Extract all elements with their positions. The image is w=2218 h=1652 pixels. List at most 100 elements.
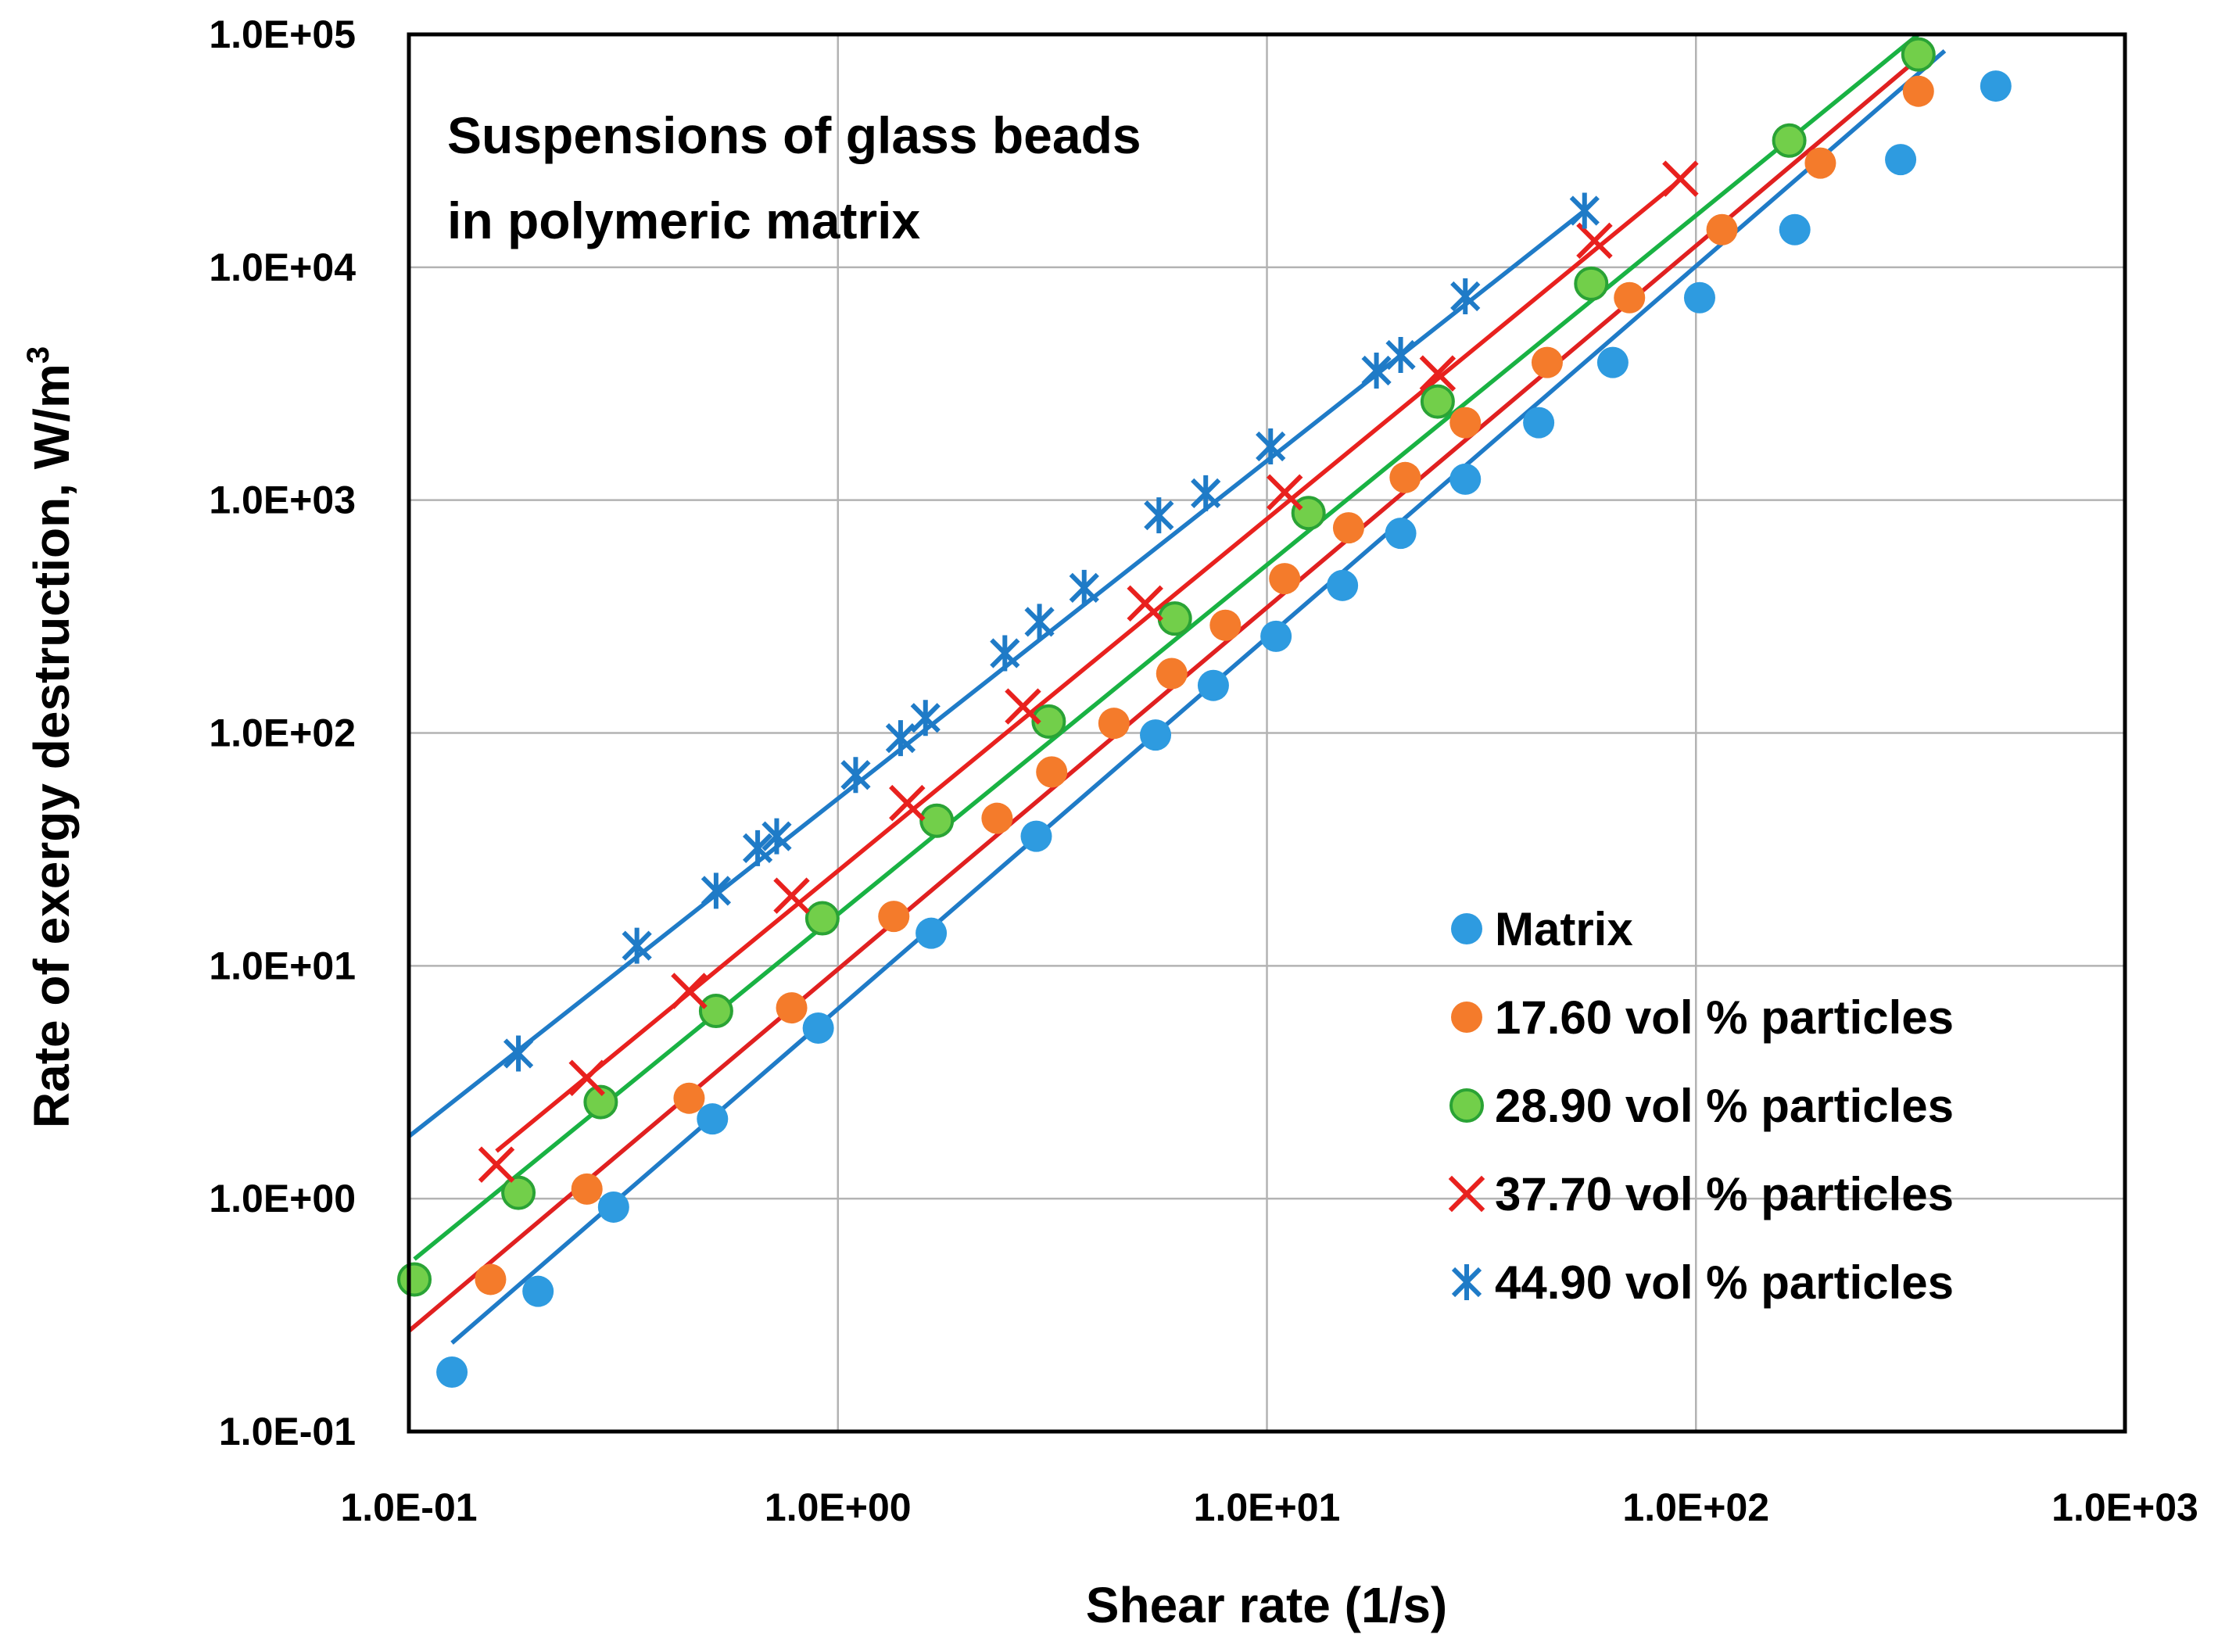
point-matrix xyxy=(916,917,948,949)
point-17-60-vol-particles xyxy=(1902,75,1934,107)
point-17-60-vol-particles xyxy=(1706,213,1738,245)
point-matrix xyxy=(1449,463,1482,495)
series-44-90-vol-particles xyxy=(503,192,1600,1072)
point-17-60-vol-particles xyxy=(776,992,808,1024)
y-axis-title-main: Rate of exergy destruction, W/m xyxy=(23,364,80,1128)
point-matrix xyxy=(597,1191,629,1223)
point-matrix xyxy=(1596,346,1629,378)
point-matrix xyxy=(1385,518,1417,550)
point-37-70-vol-particles-stroke-2 xyxy=(671,973,708,1009)
legend-item-44-90-vol-particles: 44.90 vol % particles xyxy=(1451,1256,1954,1309)
point-37-70-vol-particles xyxy=(1576,222,1613,260)
point-matrix xyxy=(1779,213,1811,245)
point-28-90-vol-particles xyxy=(1420,384,1455,419)
point-17-60-vol-particles xyxy=(1209,609,1242,641)
point-17-60-vol-particles xyxy=(1531,346,1563,378)
y-tick-label: 1.0E+02 xyxy=(209,711,356,755)
point-37-70-vol-particles-stroke-2 xyxy=(1419,355,1457,392)
y-tick-label: 1.0E+04 xyxy=(209,245,356,289)
point-37-70-vol-particles-stroke-2 xyxy=(1266,474,1303,511)
point-17-60-vol-particles xyxy=(1036,756,1068,788)
point-17-60-vol-particles xyxy=(1098,708,1130,740)
point-37-70-vol-particles-stroke-2 xyxy=(1662,160,1699,197)
point-44-90-vol-particles xyxy=(1024,604,1055,640)
point-44-90-vol-particles xyxy=(910,700,941,736)
point-matrix xyxy=(1260,620,1292,652)
legend-label-28-90-vol-particles: 28.90 vol % particles xyxy=(1495,1080,1954,1132)
point-28-90-vol-particles xyxy=(1901,37,1936,72)
y-axis-title: Rate of exergy destruction, W/m3 xyxy=(21,346,80,1128)
x-tick-label: 1.0E+00 xyxy=(765,1485,912,1529)
series-matrix xyxy=(436,70,2012,1388)
tick-labels: 1.0E-01 1.0E+00 1.0E+01 1.0E+02 1.0E+03 1.0E-… xyxy=(209,13,2198,1529)
point-matrix xyxy=(1523,407,1555,439)
legend-item-28-90-vol-particles: 28.90 vol % particles xyxy=(1449,1080,1954,1132)
legend-marker-37-70-vol-particles xyxy=(1448,1175,1485,1213)
legend: Matrix 17.60 vol % particles 28.90 vol % p… xyxy=(1448,903,1954,1309)
y-tick-label: 1.0E-01 xyxy=(219,1410,356,1453)
point-28-90-vol-particles xyxy=(501,1175,536,1210)
point-37-70-vol-particles-stroke-2 xyxy=(1005,688,1041,725)
point-37-70-vol-particles xyxy=(773,877,810,914)
point-28-90-vol-particles xyxy=(1031,704,1066,739)
y-tick-label: 1.0E+01 xyxy=(209,944,356,987)
point-matrix xyxy=(1140,719,1172,751)
point-44-90-vol-particles xyxy=(1569,192,1600,229)
point-37-70-vol-particles-stroke-2 xyxy=(1127,585,1163,622)
legend-label-17-60-vol-particles: 17.60 vol % particles xyxy=(1495,991,1954,1044)
legend-item-matrix: Matrix xyxy=(1451,903,1633,955)
point-17-60-vol-particles xyxy=(1449,407,1482,439)
point-17-60-vol-particles xyxy=(981,802,1013,834)
point-44-90-vol-particles xyxy=(1256,428,1286,465)
point-17-60-vol-particles xyxy=(571,1173,603,1205)
x-tick-label: 1.0E+01 xyxy=(1194,1485,1341,1529)
point-17-60-vol-particles xyxy=(1332,512,1364,544)
point-37-70-vol-particles-stroke-2 xyxy=(568,1059,605,1096)
point-matrix xyxy=(1980,70,2012,102)
legend-marker-17-60-vol-particles xyxy=(1451,1002,1482,1033)
point-44-90-vol-particles xyxy=(1069,569,1099,606)
plot-frame xyxy=(407,32,2127,1434)
point-44-90-vol-particles xyxy=(1191,475,1221,511)
point-37-70-vol-particles-stroke-2 xyxy=(773,877,810,914)
point-44-90-vol-particles xyxy=(622,927,652,964)
point-37-70-vol-particles xyxy=(889,784,926,822)
point-44-90-vol-particles xyxy=(885,720,916,757)
point-44-90-vol-particles xyxy=(1361,352,1392,389)
point-28-90-vol-particles xyxy=(397,1262,432,1297)
point-17-60-vol-particles xyxy=(673,1082,705,1114)
point-matrix xyxy=(1885,144,1917,176)
point-37-70-vol-particles xyxy=(1266,474,1303,511)
fit-line-17-60-vol-particles xyxy=(407,56,1920,1333)
legend-marker-37-70-vol-particles-stroke-2 xyxy=(1448,1175,1485,1213)
point-44-90-vol-particles xyxy=(742,830,773,866)
point-matrix xyxy=(1197,669,1229,701)
point-17-60-vol-particles xyxy=(878,901,910,933)
point-matrix xyxy=(802,1012,834,1045)
data-points xyxy=(397,37,2012,1388)
series-17-60-vol-particles xyxy=(475,75,1934,1295)
point-28-90-vol-particles xyxy=(1772,123,1807,158)
point-37-70-vol-particles-stroke-2 xyxy=(478,1146,515,1183)
point-44-90-vol-particles xyxy=(701,873,732,909)
point-44-90-vol-particles xyxy=(1385,337,1416,374)
point-44-90-vol-particles xyxy=(990,635,1020,672)
point-matrix xyxy=(697,1103,729,1135)
annotation-line-1: Suspensions of glass beads xyxy=(447,106,1141,164)
point-37-70-vol-particles xyxy=(1127,585,1163,622)
point-37-70-vol-particles xyxy=(1419,355,1457,392)
point-37-70-vol-particles xyxy=(478,1146,515,1183)
point-17-60-vol-particles xyxy=(475,1263,507,1295)
point-37-70-vol-particles xyxy=(671,973,708,1009)
point-matrix xyxy=(1683,281,1715,314)
point-17-60-vol-particles xyxy=(1156,658,1188,690)
point-37-70-vol-particles xyxy=(1005,688,1041,725)
legend-label-44-90-vol-particles: 44.90 vol % particles xyxy=(1495,1256,1954,1309)
point-44-90-vol-particles xyxy=(1144,497,1174,534)
series-28-90-vol-particles xyxy=(397,37,1936,1297)
x-tick-label: 1.0E-01 xyxy=(340,1485,477,1529)
point-44-90-vol-particles xyxy=(840,757,871,794)
point-44-90-vol-particles xyxy=(761,818,792,855)
point-28-90-vol-particles xyxy=(1574,266,1609,301)
